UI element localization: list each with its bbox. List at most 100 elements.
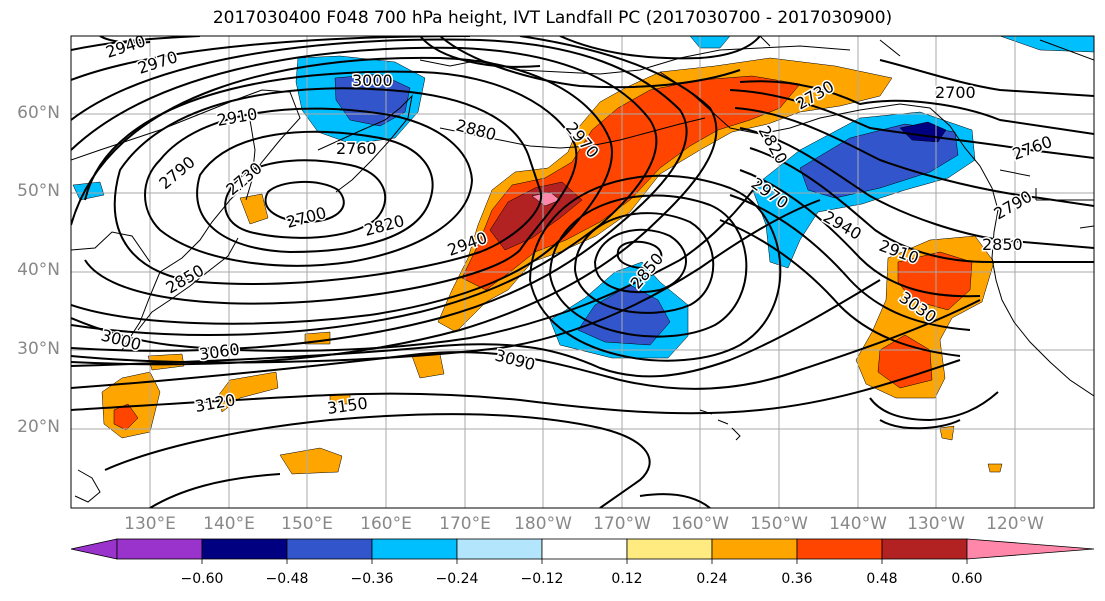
contour-central-low-4 [548, 194, 748, 338]
colorbar-bin-p012 [626, 538, 713, 560]
contour-3030 [71, 199, 821, 364]
contour-label-2760-w: 2760 [336, 139, 377, 158]
contour-label-3120: 3120 [193, 390, 236, 416]
lat-label-40n: 40°N [17, 260, 60, 280]
colorbar-bin-m024 [456, 538, 543, 560]
colorbar-tick-p060: 0.60 [951, 571, 983, 587]
colorbar-bin-m060-low [116, 538, 203, 560]
contour-central-low-5 [528, 174, 782, 362]
contour-label-2970-nw: 2970 [135, 47, 180, 78]
lon-label-160e: 160°E [360, 514, 412, 534]
coast-sakhalin [245, 119, 256, 201]
contour-3150 [104, 413, 961, 508]
contour-3000 [71, 179, 761, 352]
contour-central-low-3 [573, 212, 715, 314]
coast-philippines [74, 469, 101, 503]
ivt-blob-sw-3 [279, 447, 343, 475]
ivt-blob-kamchatka-core [334, 73, 411, 127]
lon-label-140e: 140°E [203, 514, 255, 534]
contour-label-2850-e: 2850 [982, 235, 1023, 254]
ivt-blob-sw-5 [411, 353, 445, 379]
contour-2790-west [144, 107, 474, 267]
contour-label-2700-w: 2700 [284, 203, 328, 232]
lon-label-150e: 150°E [281, 514, 333, 534]
map-title: 2017030400 F048 700 hPa height, IVT Land… [212, 8, 893, 28]
coast-canada-border [999, 169, 1094, 229]
colorbar-tick-m012: −0.12 [520, 571, 564, 587]
colorbar-tick-m024: −0.24 [435, 571, 479, 587]
contour-east-2790 [734, 107, 1094, 207]
height-contours [71, 36, 1094, 508]
contour-east-2700 [879, 59, 1094, 97]
ivt-blob-far-northeast [999, 36, 1094, 53]
contour-east-2820 [739, 127, 1094, 249]
lon-label-130e: 130°E [124, 514, 176, 534]
contour-2760-west [196, 130, 434, 254]
ivt-shading-negative [72, 36, 1094, 359]
lat-label-30n: 30°N [17, 339, 60, 359]
lon-label-130w: 130°W [907, 514, 965, 534]
colorbar-bin-p048 [881, 538, 968, 560]
colorbar-tick-p012: 0.12 [611, 571, 643, 587]
colorbar-extend-high [966, 538, 1095, 560]
ivt-blob-hawaii-1 [939, 425, 955, 441]
colorbar-bin-m036 [371, 538, 458, 560]
contour-label-3000-n: 3000 [352, 71, 393, 90]
lon-label-170w: 170°W [593, 514, 651, 534]
coast-japan [137, 237, 239, 331]
contour-2730-west [224, 159, 387, 239]
ivt-blob-sw-1-core [113, 403, 139, 431]
contour-2910 [71, 46, 658, 336]
coast-hawaii [699, 409, 741, 441]
contour-central-low-1 [616, 240, 663, 270]
contour-2820 [113, 87, 543, 285]
lon-label-180w: 180°W [514, 514, 572, 534]
colorbar-extend-low [70, 538, 118, 560]
lon-label-120w: 120°W [986, 514, 1044, 534]
contour-3150-loop [869, 391, 999, 422]
map-area: 2940 2970 3000 2910 2760 2880 2970 2790 … [71, 36, 1094, 508]
contour-east-2910 [729, 194, 971, 331]
contour-label-2880-n: 2880 [454, 116, 498, 145]
coast-north-america [991, 187, 1094, 397]
ivt-blob-north-pacific-low-core [577, 284, 671, 346]
coast-arctic [759, 36, 1094, 61]
colorbar-bin-m012 [541, 538, 628, 560]
colorbar-bin-p036 [796, 538, 883, 560]
lon-label-140w: 140°W [829, 514, 887, 534]
lon-label-160w: 160°W [671, 514, 729, 534]
ivt-blob-hawaii-2 [987, 463, 1003, 473]
contour-label-2700-e: 2700 [935, 83, 976, 102]
lon-label-170e: 170°E [439, 514, 491, 534]
contour-east-2730 [739, 80, 1094, 135]
contour-2970 [71, 36, 718, 366]
contour-low-center-west [264, 180, 345, 224]
contour-2940 [71, 38, 688, 352]
ivt-blob-arctic-small [689, 36, 731, 49]
lat-label-50n: 50°N [17, 181, 60, 201]
colorbar-tick-m060: −0.60 [180, 571, 224, 587]
contour-2850 [84, 70, 578, 305]
contour-2880 [71, 56, 613, 325]
colorbar-tick-p036: 0.36 [781, 571, 813, 587]
lon-label-150w: 150°W [750, 514, 808, 534]
lat-label-20n: 20°N [17, 417, 60, 437]
ivt-blob-sw-7 [239, 193, 269, 225]
contour-east-2880 [739, 169, 981, 298]
contour-north-far [71, 36, 761, 68]
contour-east-2850 [749, 147, 1094, 263]
colorbar-bin-m060 [201, 538, 288, 560]
lat-label-60n: 60°N [17, 103, 60, 123]
contour-label-2910-nw: 2910 [215, 104, 258, 130]
contour-east-2760 [729, 89, 1094, 159]
colorbar [70, 538, 1095, 564]
contour-label-2760-e: 2760 [1010, 132, 1055, 164]
colorbar-tick-p048: 0.48 [866, 571, 898, 587]
contour-2880-north [439, 36, 741, 89]
contour-east-2940 [719, 219, 961, 357]
colorbar-tick-p024: 0.24 [696, 571, 728, 587]
contour-3090 [71, 299, 981, 390]
colorbar-tick-m036: −0.36 [350, 571, 394, 587]
colorbar-bin-p024 [711, 538, 798, 560]
